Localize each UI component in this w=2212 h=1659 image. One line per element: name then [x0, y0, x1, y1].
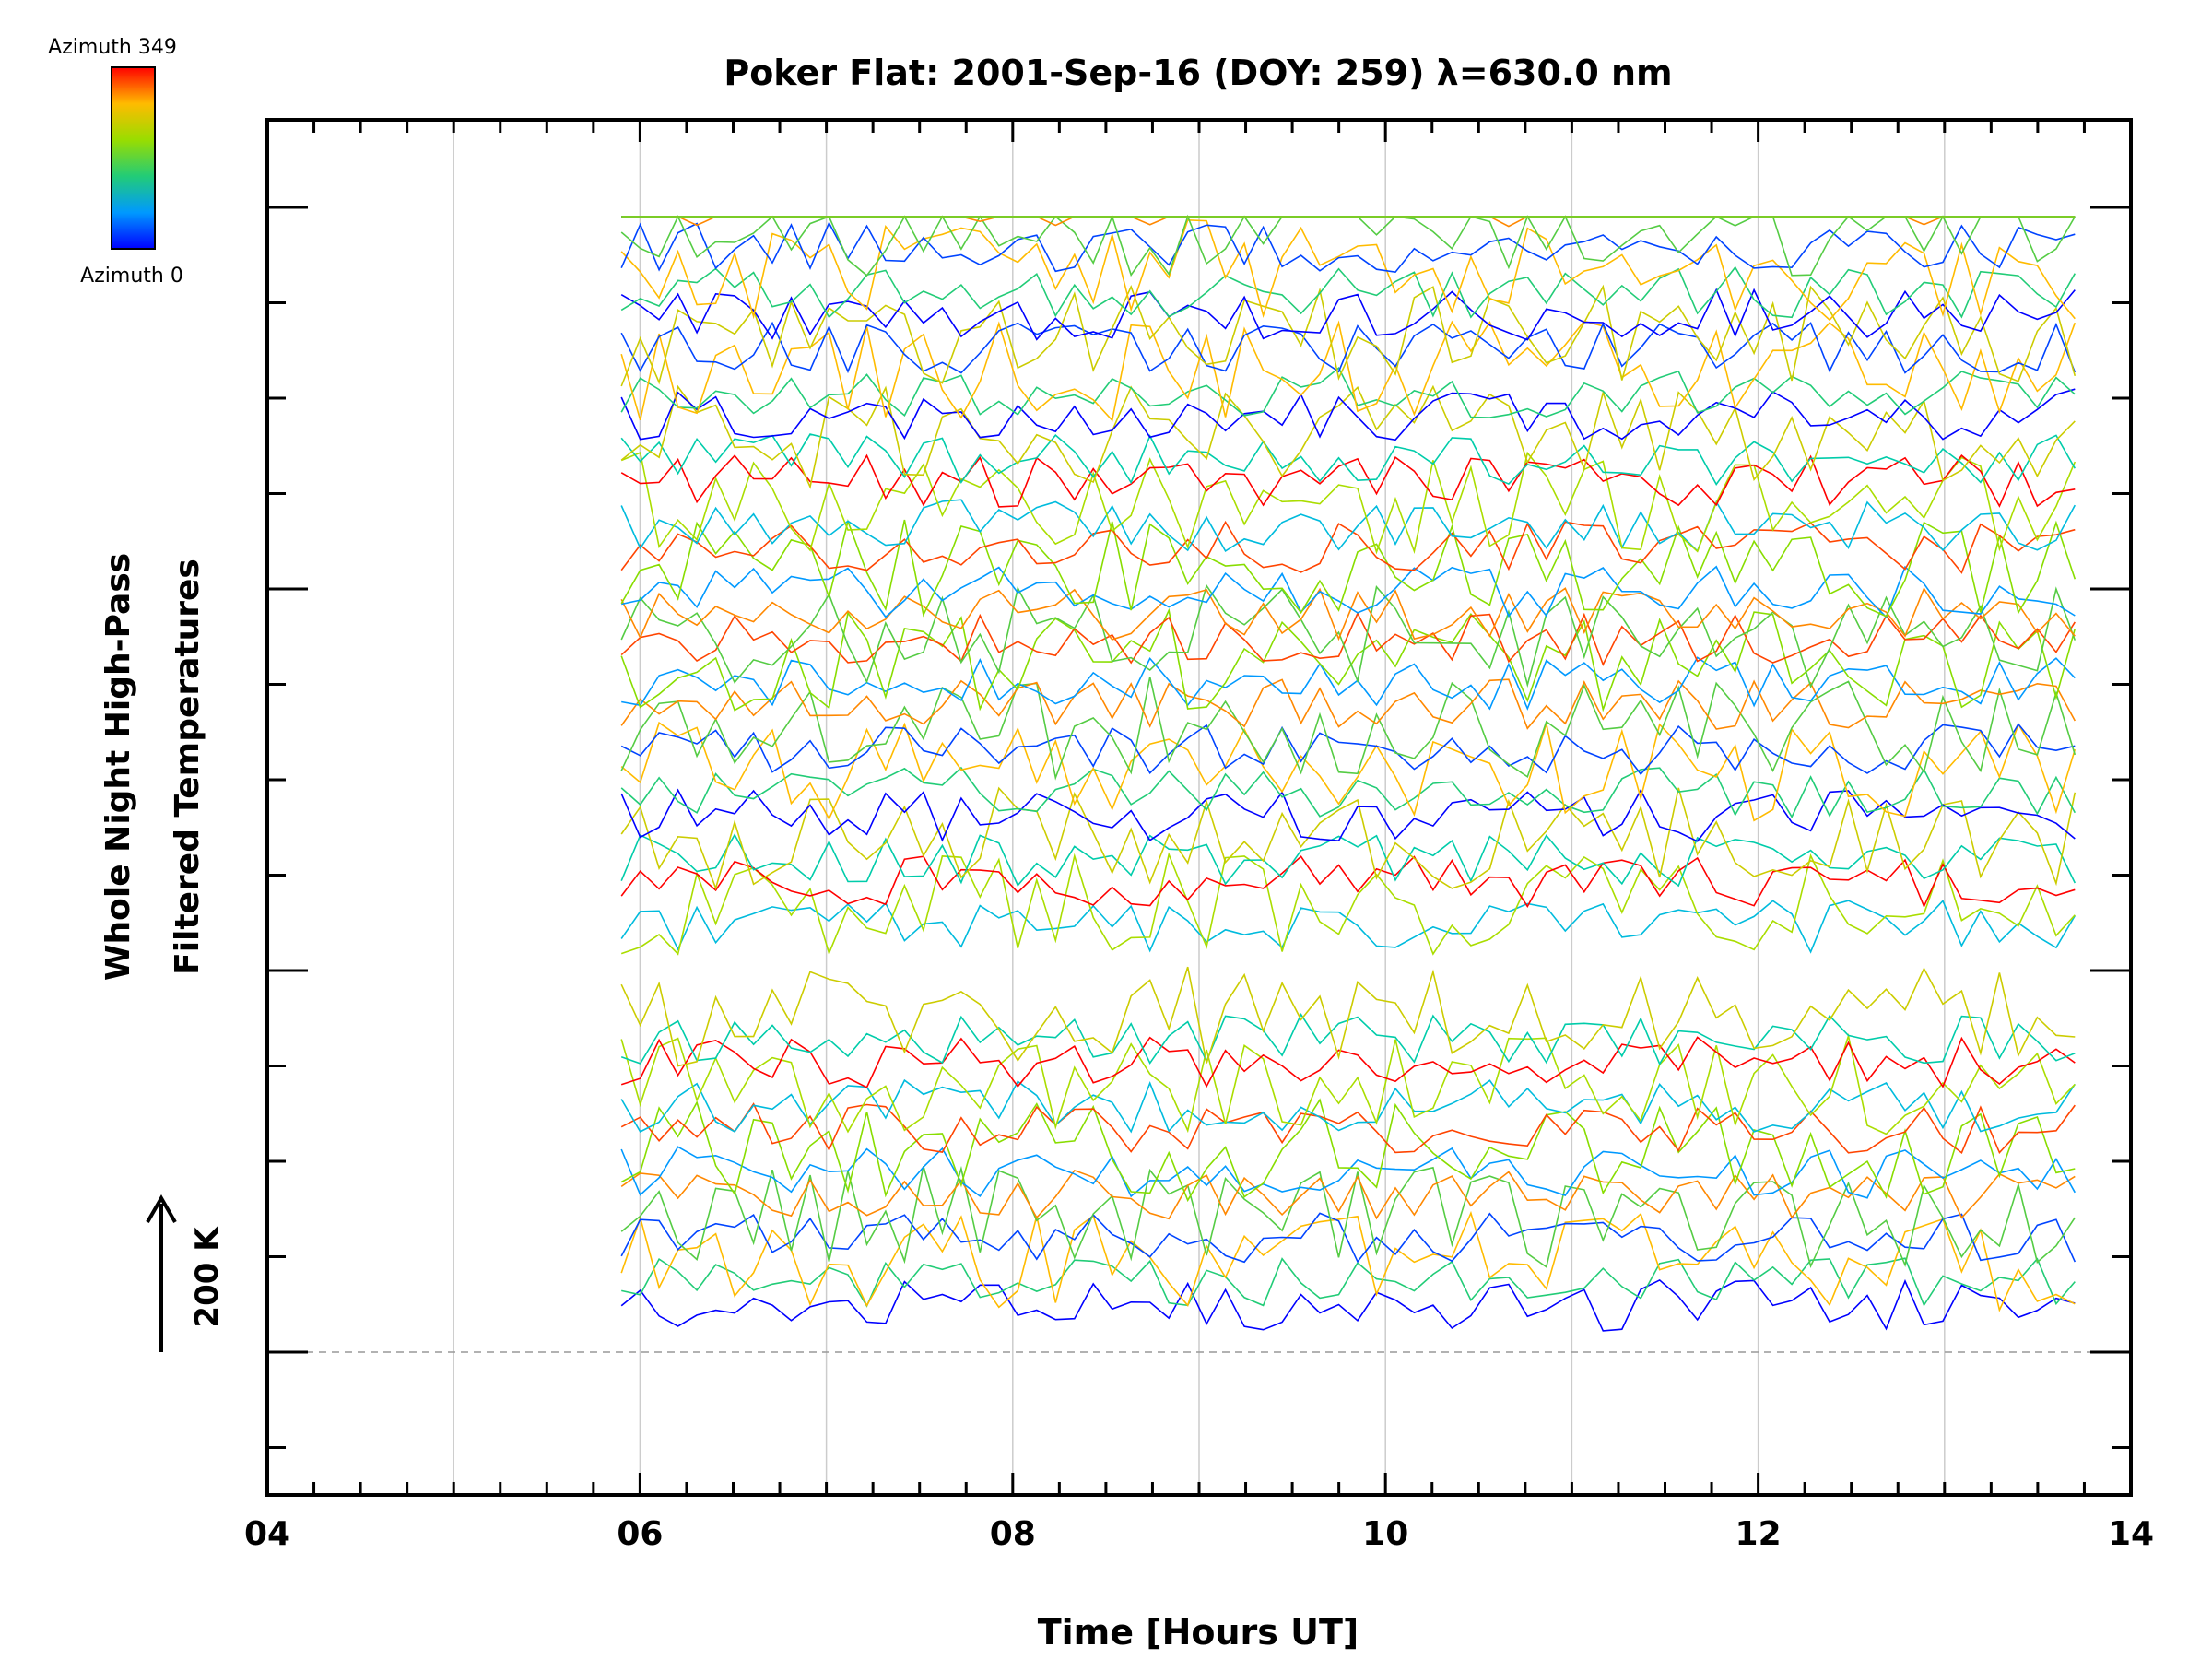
series-line [620, 321, 2077, 374]
series-line [620, 1210, 2076, 1312]
series-line [620, 520, 2076, 574]
series-line [620, 766, 2077, 819]
series-line [620, 678, 2077, 730]
series-line [620, 1278, 2076, 1332]
x-tick-labels: 04 06 08 10 12 14 [244, 1515, 2154, 1553]
series-line [620, 499, 2077, 553]
series-line [620, 451, 2077, 555]
series-line [620, 1102, 2076, 1155]
axis-ticks [265, 120, 2133, 1495]
series-line [620, 721, 2077, 822]
series-line [620, 265, 2076, 319]
series-line [620, 900, 2076, 954]
x-tick-label: 08 [990, 1515, 1036, 1553]
series-line [620, 433, 2076, 487]
series-line [621, 565, 2076, 619]
x-tick-label: 14 [2108, 1515, 2154, 1553]
series-line [620, 788, 2076, 842]
series-group [620, 214, 2077, 1332]
series-line [620, 786, 2077, 891]
x-tick-label: 10 [1362, 1515, 1408, 1553]
colorbar-top-label: Azimuth 349 [48, 36, 177, 59]
y-axis-label-line2: Filtered Temperatures [169, 559, 206, 975]
series-line [620, 1036, 2076, 1088]
series-line [621, 1257, 2076, 1308]
series-line [620, 218, 2076, 322]
colorbar [111, 66, 156, 250]
x-tick-label: 12 [1735, 1515, 1782, 1553]
x-tick-label: 06 [617, 1515, 663, 1553]
series-line [620, 1212, 2077, 1264]
series-line [620, 367, 2076, 418]
x-tick-label: 04 [244, 1515, 290, 1553]
colorbar-bottom-label: Azimuth 0 [80, 265, 183, 288]
series-line [620, 320, 2077, 422]
series-line [620, 284, 2077, 387]
y-axis-label-line1: Whole Night High-Pass [100, 553, 137, 981]
series-line [620, 833, 2077, 888]
series-line [620, 855, 2076, 909]
series-line [620, 1169, 2076, 1220]
series-line [620, 384, 2076, 489]
chart-title: Poker Flat: 2001-Sep-16 (DOY: 259) λ=630… [724, 53, 1672, 93]
series-line [620, 221, 2076, 274]
series-line [620, 453, 2076, 508]
series-line [620, 214, 2076, 277]
series-line [620, 583, 2077, 689]
series-line [620, 607, 2077, 712]
series-line [620, 388, 2076, 441]
series-line [621, 216, 2076, 228]
series-line [620, 1146, 2076, 1199]
series-line [620, 586, 2076, 641]
series-line [620, 966, 2076, 1067]
x-axis-label: Time [Hours UT] [1038, 1612, 1359, 1653]
scale-arrow-label: 200 K [189, 1226, 226, 1328]
series-line [620, 852, 2076, 956]
series-line [620, 1078, 2076, 1134]
series-line [620, 1165, 2076, 1269]
series-line [620, 723, 2076, 776]
series-line [620, 1032, 2076, 1135]
series-line [620, 1098, 2076, 1203]
scale-arrow [146, 1194, 177, 1352]
series-line [620, 677, 2077, 781]
series-line [621, 656, 2076, 711]
series-line [620, 518, 2077, 618]
